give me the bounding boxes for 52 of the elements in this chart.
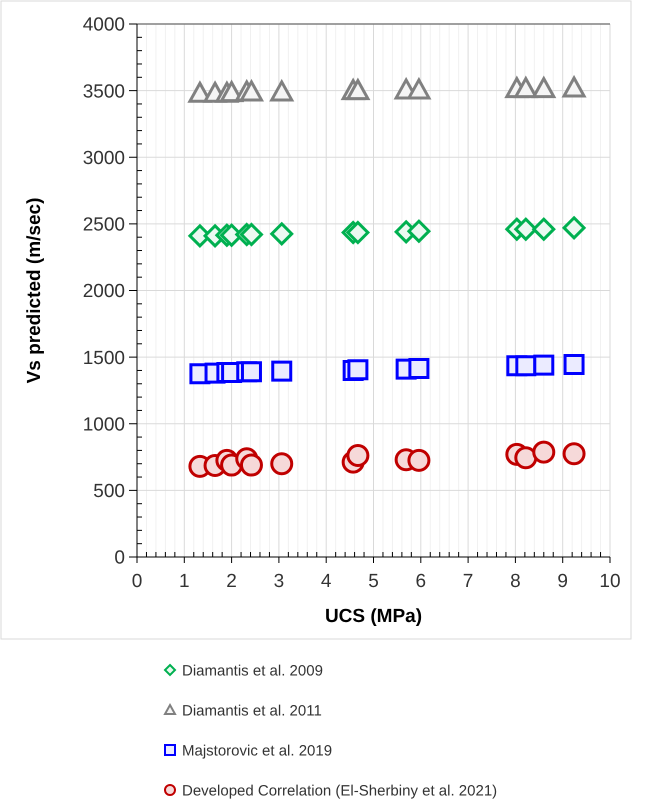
x-tick-label: 5 bbox=[368, 571, 379, 592]
point bbox=[562, 216, 586, 240]
point bbox=[408, 358, 430, 379]
point bbox=[514, 446, 538, 470]
x-tick-label: 10 bbox=[599, 571, 621, 592]
x-tick-label: 8 bbox=[510, 571, 521, 592]
point bbox=[532, 77, 556, 98]
y-tick-label: 1500 bbox=[82, 348, 125, 369]
x-tick-label: 1 bbox=[179, 571, 190, 592]
y-tick-label: 2000 bbox=[82, 281, 125, 302]
x-tick-label: 9 bbox=[557, 571, 568, 592]
point bbox=[346, 79, 370, 100]
x-tick-label: 7 bbox=[462, 571, 474, 592]
point bbox=[347, 359, 368, 380]
point bbox=[240, 223, 263, 246]
x-tick-label: 0 bbox=[132, 571, 142, 592]
point bbox=[240, 361, 262, 382]
y-tick-label: 0 bbox=[114, 548, 125, 569]
point bbox=[562, 76, 586, 98]
point bbox=[270, 80, 294, 102]
point bbox=[270, 222, 294, 246]
x-tick-label: 2 bbox=[226, 571, 237, 592]
point bbox=[533, 354, 554, 376]
point bbox=[407, 220, 430, 243]
legend-label: Diamantis et al. 2011 bbox=[182, 702, 322, 720]
point bbox=[240, 80, 263, 102]
y-axis-title: Vs predicted (m/sec) bbox=[24, 198, 45, 384]
y-tick-label: 1000 bbox=[82, 414, 125, 436]
point bbox=[270, 452, 294, 476]
legend-label: Majstorovic et al. 2019 bbox=[182, 742, 332, 760]
legend-label: Diamantis et al. 2009 bbox=[182, 662, 323, 680]
point bbox=[271, 360, 292, 382]
point bbox=[532, 218, 556, 241]
y-tick-label: 500 bbox=[93, 481, 125, 502]
point bbox=[407, 448, 430, 472]
point bbox=[407, 78, 430, 100]
x-tick-label: 3 bbox=[274, 571, 284, 592]
x-tick-label: 6 bbox=[416, 571, 426, 592]
x-axis-title: UCS (MPa) bbox=[324, 606, 422, 627]
point bbox=[346, 221, 370, 244]
x-tick-label: 4 bbox=[320, 571, 332, 592]
y-tick-label: 2500 bbox=[82, 214, 125, 236]
point bbox=[514, 77, 538, 98]
point bbox=[564, 354, 585, 375]
y-tick-label: 4000 bbox=[82, 14, 125, 36]
point bbox=[562, 442, 586, 466]
legend-label: Developed Correlation (El-Sherbiny et al. 2021) bbox=[182, 782, 498, 800]
y-tick-label: 3000 bbox=[82, 148, 125, 169]
y-tick-label: 3500 bbox=[82, 81, 125, 102]
point bbox=[532, 440, 556, 464]
point bbox=[346, 444, 370, 467]
point bbox=[240, 454, 263, 477]
